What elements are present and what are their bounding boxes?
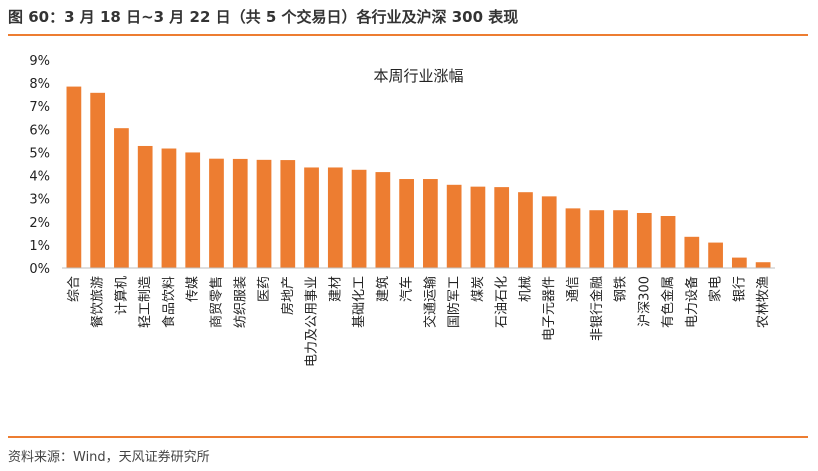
x-tick-label: 房地产 [280, 276, 296, 315]
x-tick-label: 石油石化 [495, 276, 510, 328]
y-tick-label: 2% [29, 216, 50, 231]
x-tick-label: 机械 [518, 276, 533, 302]
bar [66, 86, 82, 268]
bar [470, 186, 486, 268]
bar [708, 242, 723, 268]
bar [755, 262, 771, 268]
x-tick-label: 非银行金融 [589, 276, 605, 341]
y-tick-label: 8% [29, 77, 50, 92]
x-tick-label: 有色金属 [660, 276, 676, 328]
y-tick-label: 1% [29, 239, 50, 254]
bar [565, 208, 581, 268]
x-tick-label: 综合 [67, 276, 82, 302]
bar [232, 158, 248, 268]
bar [731, 257, 747, 268]
y-tick-label: 9% [29, 54, 50, 69]
x-tick-label: 国防军工 [446, 276, 462, 328]
x-tick-label: 食品饮料 [161, 276, 177, 328]
figure-title: 图 60：3 月 18 日~3 月 22 日（共 5 个交易日）各行业及沪深 3… [8, 8, 519, 26]
x-tick-label: 家电 [708, 276, 724, 302]
bar [327, 167, 343, 268]
bar [636, 212, 652, 268]
x-tick-label: 银行 [732, 276, 747, 302]
x-tick-label: 汽车 [399, 276, 415, 302]
bar [660, 216, 676, 268]
x-tick-label: 钢铁 [614, 276, 629, 302]
x-tick-label: 轻工制造 [138, 276, 153, 328]
x-tick-label: 通信 [566, 276, 581, 302]
bar [209, 158, 224, 268]
x-tick-label: 沪深300 [636, 276, 652, 327]
y-tick-label: 4% [29, 170, 50, 185]
bar [114, 128, 129, 268]
x-tick-label: 基础化工 [352, 276, 367, 328]
bar [494, 187, 510, 268]
bar [613, 210, 628, 268]
y-tick-label: 7% [29, 100, 50, 115]
bar [256, 159, 272, 268]
bar [684, 236, 700, 268]
chart-title: 本周行业涨幅 [373, 67, 463, 85]
x-tick-label: 医药 [257, 276, 272, 302]
bottom-rule [8, 436, 808, 438]
x-tick-label: 纺织服装 [233, 276, 248, 328]
x-tick-label: 煤炭 [471, 276, 486, 302]
x-tick-label: 商贸零售 [208, 276, 224, 328]
x-tick-label: 传媒 [186, 276, 201, 302]
source-note: 资料来源：Wind，天风证券研究所 [8, 450, 210, 465]
bar [304, 167, 319, 268]
bar [518, 192, 533, 268]
bar [90, 92, 106, 268]
x-tick-label: 建材 [328, 276, 343, 302]
x-tick-label: 电力设备 [684, 276, 700, 328]
x-tick-label: 交通运输 [422, 276, 438, 328]
bar [137, 145, 153, 268]
y-tick-label: 0% [29, 262, 50, 277]
x-tick-label: 计算机 [114, 276, 129, 315]
x-tick-label: 餐饮旅游 [90, 276, 106, 328]
bar [541, 196, 557, 268]
y-tick-label: 6% [29, 123, 50, 138]
x-tick-label: 建筑 [375, 276, 391, 302]
bar [280, 160, 296, 268]
x-tick-label: 农林牧渔 [756, 276, 771, 328]
top-rule [8, 34, 808, 36]
y-tick-label: 5% [29, 146, 50, 161]
bar [185, 152, 201, 268]
bar [399, 179, 414, 268]
bar [423, 179, 438, 268]
bar [446, 184, 462, 268]
bar [375, 172, 391, 268]
x-tick-label: 电力及公用事业 [305, 276, 320, 367]
bar [161, 148, 177, 268]
bar [351, 169, 367, 268]
y-tick-label: 3% [29, 193, 50, 208]
bar [589, 210, 605, 268]
x-tick-label: 电子元器件 [542, 276, 557, 341]
